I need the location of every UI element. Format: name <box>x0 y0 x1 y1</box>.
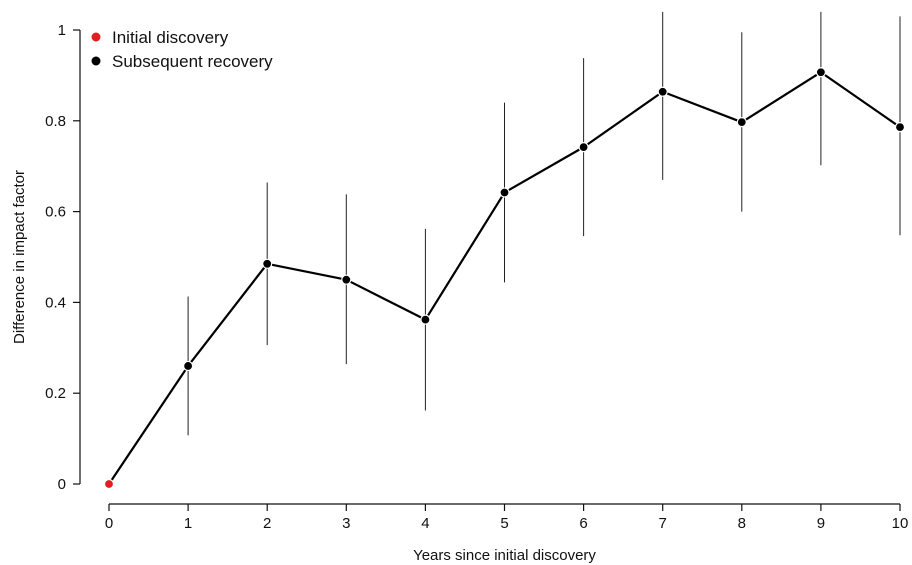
y-axis: 0 0.2 0.4 0.6 0.8 1 <box>45 22 81 493</box>
y-tick-label: 0.8 <box>45 113 66 130</box>
legend-label-subsequent-recovery: Subsequent recovery <box>112 52 273 71</box>
x-tick-label: 6 <box>579 515 587 532</box>
data-point <box>420 314 431 325</box>
x-axis: 0 1 2 3 4 5 6 7 8 9 10 <box>105 503 909 532</box>
legend: Initial discovery Subsequent recovery <box>91 28 273 71</box>
error-bars <box>187 11 901 436</box>
y-tick-label: 0.4 <box>45 294 66 311</box>
y-tick-label: 1 <box>58 22 66 39</box>
x-axis-title: Years since initial discovery <box>413 547 596 564</box>
x-tick-label: 9 <box>817 515 825 532</box>
y-tick-label: 0.2 <box>45 385 66 402</box>
x-tick-label: 10 <box>892 515 909 532</box>
data-point <box>183 360 194 372</box>
x-tick-label: 8 <box>738 515 746 532</box>
legend-label-initial-discovery: Initial discovery <box>112 28 229 47</box>
y-tick-label: 0 <box>58 476 66 493</box>
data-points <box>103 67 906 490</box>
data-point <box>103 478 115 490</box>
data-point <box>894 122 906 133</box>
x-tick-label: 1 <box>184 515 192 532</box>
y-axis-title: Difference in impact factor <box>11 170 28 344</box>
data-point <box>262 258 273 269</box>
legend-marker-subsequent-recovery <box>91 56 101 66</box>
legend-marker-initial-discovery <box>91 32 101 42</box>
data-point <box>736 117 747 128</box>
data-point <box>657 86 668 97</box>
data-point <box>341 274 352 285</box>
x-tick-label: 5 <box>500 515 508 532</box>
x-tick-label: 3 <box>342 515 350 532</box>
data-point <box>815 67 827 78</box>
x-tick-label: 7 <box>659 515 667 532</box>
y-tick-label: 0.6 <box>45 204 66 221</box>
data-point <box>499 187 510 198</box>
x-tick-label: 4 <box>421 515 429 532</box>
x-tick-label: 2 <box>263 515 271 532</box>
data-point <box>578 142 589 153</box>
x-tick-label: 0 <box>105 515 113 532</box>
